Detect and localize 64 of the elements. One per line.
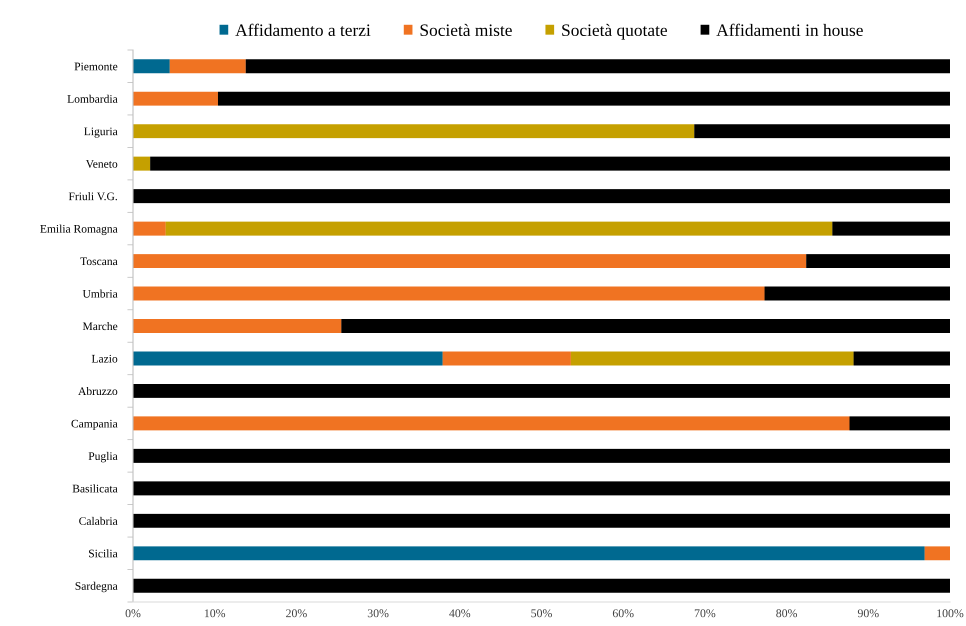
bar <box>341 319 950 333</box>
legend-label: Società quotate <box>562 24 668 40</box>
legend-label: Società miste <box>420 24 512 36</box>
x-tick-label: 70% <box>694 609 716 618</box>
bar <box>133 416 850 430</box>
bar <box>133 546 925 560</box>
y-tick-label: Veneto <box>86 160 118 168</box>
bar <box>133 384 950 398</box>
legend-label: Affidamenti in house <box>716 24 863 36</box>
y-tick-label: Basilicata <box>72 484 118 492</box>
bar <box>133 481 950 496</box>
x-tick-label: 80% <box>776 609 798 618</box>
bar <box>246 59 950 74</box>
x-tick-label: 30% <box>368 609 389 618</box>
y-tick-label: Marche <box>82 322 118 330</box>
bar <box>133 254 806 268</box>
bar <box>150 156 950 171</box>
x-tick-label: 50% <box>531 609 552 618</box>
x-tick-label: 100% <box>937 609 964 618</box>
bar <box>832 222 950 236</box>
bar <box>133 222 166 236</box>
y-tick-label: Liguria <box>84 128 118 138</box>
y-tick-label: Abruzzo <box>78 386 118 396</box>
y-tick-label: Puglia <box>88 452 118 462</box>
y-tick-label: Campania <box>71 420 118 430</box>
bar <box>133 448 950 463</box>
bar <box>694 124 950 138</box>
bar <box>850 416 950 430</box>
legend-label: Affidamento a terzi <box>235 24 370 36</box>
y-tick-label: Piemonte <box>74 62 118 70</box>
bar <box>442 351 571 366</box>
x-tick-label: 10% <box>204 609 226 618</box>
bar <box>133 124 694 138</box>
bar <box>133 578 950 593</box>
y-tick-label: Emilia Romagna <box>40 224 118 236</box>
x-tick-label: 40% <box>449 609 470 618</box>
bar <box>166 222 832 236</box>
y-tick-label: Lazio <box>92 354 118 363</box>
bar <box>806 254 950 268</box>
bar <box>133 351 443 366</box>
bar <box>133 156 150 171</box>
bar <box>570 351 854 366</box>
x-tick-label: 20% <box>286 609 307 618</box>
y-tick-label: Toscana <box>80 258 118 266</box>
bar <box>924 546 950 560</box>
bar <box>218 92 950 106</box>
y-tick-label: Sardegna <box>76 582 118 592</box>
bar <box>133 59 170 74</box>
x-tick-label: 90% <box>858 609 879 618</box>
y-tick-label: Sicilia <box>89 549 118 558</box>
bar <box>133 514 950 528</box>
bar <box>133 286 765 301</box>
bar <box>133 319 342 333</box>
y-tick-label: Calabria <box>79 516 118 525</box>
y-tick-label: Friuli V.G. <box>68 192 117 200</box>
y-tick-label: Umbria <box>82 290 118 298</box>
x-tick-label: 60% <box>612 609 634 618</box>
bar <box>133 189 950 204</box>
bar <box>854 351 950 366</box>
bar <box>764 286 950 301</box>
x-tick-label: 0% <box>126 609 140 618</box>
bar <box>133 92 218 106</box>
y-tick-label: Lombardia <box>67 94 118 103</box>
bar <box>170 59 246 74</box>
